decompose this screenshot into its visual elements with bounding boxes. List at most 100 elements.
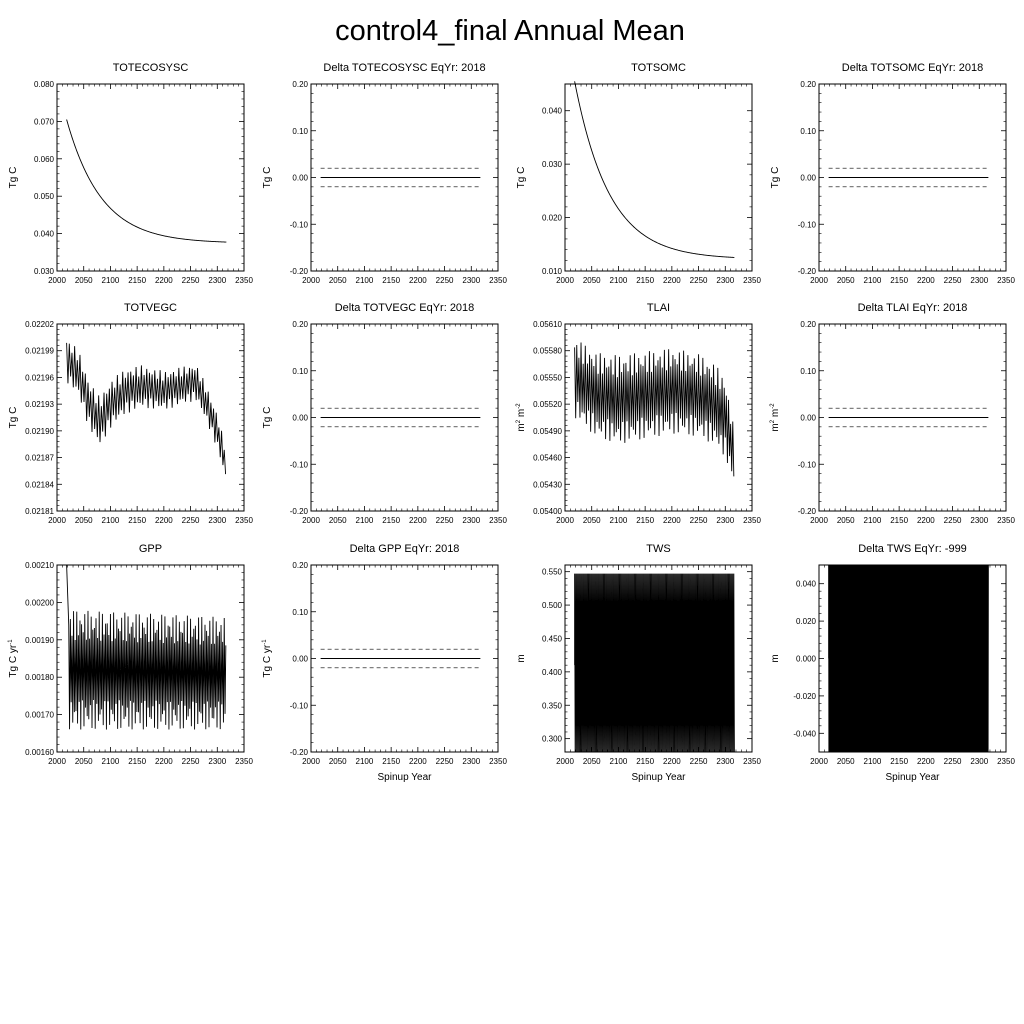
x-tick-label: 2250 — [690, 516, 708, 525]
x-axis-label: Spinup Year — [378, 772, 433, 783]
y-axis-label: Tg C — [770, 167, 781, 189]
x-tick-label: 2300 — [208, 276, 226, 285]
y-tick-label: 0.05430 — [533, 480, 562, 489]
panel-8: Delta TLAI EqYr: 2018 2000 2050 2100 2150 220… — [770, 302, 1015, 525]
x-tick-label: 2350 — [743, 276, 761, 285]
y-tick-label: 0.00160 — [25, 748, 54, 757]
x-tick-label: 2150 — [890, 757, 908, 766]
y-tick-label: 0.05580 — [533, 347, 562, 356]
y-axis-label-text: m — [770, 423, 781, 431]
panel-title: Delta TLAI EqYr: 2018 — [858, 302, 968, 314]
x-tick-label: 2050 — [837, 757, 855, 766]
x-tick-label: 2350 — [489, 757, 507, 766]
x-tick-label: 2350 — [235, 516, 253, 525]
y-axis-label-text: Tg C — [8, 167, 19, 189]
y-axis-label-text: m — [516, 423, 527, 431]
x-tick-label: 2050 — [583, 757, 601, 766]
y-tick-label: 0.350 — [542, 701, 563, 710]
y-tick-label: 0.010 — [542, 267, 563, 276]
y-tick-label: 0.400 — [542, 668, 563, 677]
plot-frame — [56, 83, 245, 272]
panel-title: Delta TWS EqYr: -999 — [858, 543, 967, 555]
x-tick-label: 2100 — [102, 516, 120, 525]
y-tick-label: 0.00 — [800, 414, 816, 423]
x-tick-label: 2100 — [102, 757, 120, 766]
series-line — [574, 342, 735, 477]
x-tick-label: 2350 — [489, 516, 507, 525]
series-line — [574, 81, 735, 258]
panel-9: GPP 2000 2050 2100 2150 2200 2250 2300 2350 0.001… — [8, 543, 253, 766]
x-tick-label: 2150 — [128, 276, 146, 285]
y-tick-label: -0.20 — [290, 267, 309, 276]
y-tick-label: -0.20 — [290, 748, 309, 757]
y-tick-label: 0.20 — [292, 561, 308, 570]
y-tick-label: 0.10 — [800, 367, 816, 376]
x-tick-label: 2250 — [182, 757, 200, 766]
y-tick-label: 0.05460 — [533, 454, 562, 463]
y-tick-label: 0.040 — [34, 230, 55, 239]
y-tick-label: 0.02193 — [25, 400, 54, 409]
y-tick-label: -0.10 — [798, 220, 817, 229]
y-tick-label: -0.20 — [798, 507, 817, 516]
y-tick-label: 0.02187 — [25, 454, 54, 463]
x-tick-label: 2300 — [462, 757, 480, 766]
main-title: control4_final Annual Mean — [335, 15, 685, 47]
y-tick-label: 0.300 — [542, 735, 563, 744]
x-tick-label: 2250 — [436, 516, 454, 525]
panel-title: Delta TOTVEGC EqYr: 2018 — [335, 302, 475, 314]
y-tick-label: 0.030 — [542, 160, 563, 169]
y-tick-label: 0.20 — [800, 80, 816, 89]
x-tick-label: 2300 — [716, 757, 734, 766]
y-axis-label-exponent: 2 — [516, 419, 522, 423]
panel-title: TWS — [646, 543, 670, 555]
plot-frame — [56, 323, 245, 512]
y-tick-label: -0.040 — [793, 729, 816, 738]
panel-2: Delta TOTECOSYSC EqYr: 2018 2000 2050 2100 2… — [262, 62, 507, 285]
y-tick-label: 0.02184 — [25, 480, 54, 489]
x-tick-label: 2200 — [663, 276, 681, 285]
x-tick-label: 2000 — [302, 516, 320, 525]
panel-12: Delta TWS EqYr: -999 2000 2050 2100 2150 2200… — [770, 543, 1015, 783]
x-tick-label: 2100 — [356, 516, 374, 525]
x-tick-label: 2250 — [690, 276, 708, 285]
y-axis-label-unit: m — [770, 409, 781, 420]
x-tick-label: 2100 — [864, 516, 882, 525]
x-tick-label: 2050 — [329, 516, 347, 525]
y-axis-label-text: Tg C yr — [262, 644, 273, 677]
x-tick-label: 2350 — [743, 757, 761, 766]
y-tick-label: 0.20 — [292, 320, 308, 329]
y-tick-label: 0.00200 — [25, 598, 54, 607]
x-tick-label: 2350 — [997, 276, 1015, 285]
x-tick-label: 2250 — [690, 757, 708, 766]
y-tick-label: 0.450 — [542, 634, 563, 643]
x-tick-label: 2250 — [944, 276, 962, 285]
x-tick-label: 2150 — [382, 516, 400, 525]
panel-1: TOTECOSYSC 2000 2050 2100 2150 2200 2250 2300 23… — [8, 62, 253, 285]
plot-frame — [56, 564, 245, 753]
panel-10: Delta GPP EqYr: 2018 2000 2050 2100 2150 2200… — [262, 543, 507, 783]
x-tick-label: 2300 — [462, 276, 480, 285]
x-tick-label: 2100 — [864, 757, 882, 766]
x-tick-label: 2050 — [329, 276, 347, 285]
x-tick-label: 2050 — [329, 757, 347, 766]
y-tick-label: -0.20 — [798, 267, 817, 276]
y-tick-label: -0.020 — [793, 692, 816, 701]
x-tick-label: 2200 — [917, 276, 935, 285]
y-axis-label-exponent-2: -2 — [770, 403, 776, 409]
x-tick-label: 2000 — [302, 757, 320, 766]
plot-frame — [564, 83, 753, 272]
y-axis-label: Tg C yr-1 — [8, 639, 19, 678]
y-tick-label: 0.10 — [292, 608, 308, 617]
y-tick-label: 0.02199 — [25, 347, 54, 356]
y-tick-label: 0.080 — [34, 80, 55, 89]
panel-7: TLAI 2000 2050 2100 2150 2200 2250 2300 2350 0.05… — [516, 302, 761, 525]
panel-3: TOTSOMC 2000 2050 2100 2150 2200 2250 2300 2350 0… — [516, 62, 761, 285]
y-axis-label-text: m — [516, 654, 527, 662]
y-tick-label: 0.00180 — [25, 673, 54, 682]
x-tick-label: 2250 — [944, 757, 962, 766]
x-tick-label: 2300 — [970, 276, 988, 285]
y-tick-label: 0.10 — [292, 367, 308, 376]
x-tick-label: 2100 — [610, 516, 628, 525]
x-tick-label: 2000 — [48, 757, 66, 766]
